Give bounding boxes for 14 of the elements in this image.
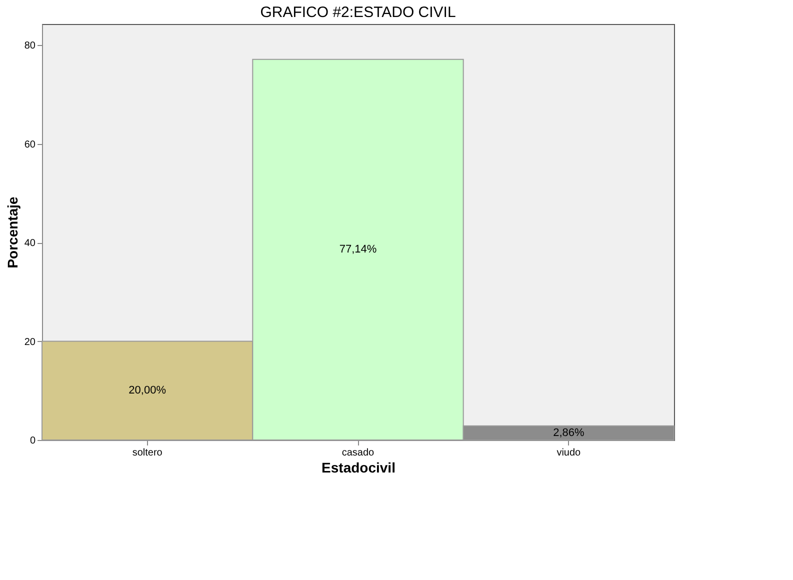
x-tick-label: casado: [342, 448, 375, 458]
x-tick-label: viudo: [556, 448, 582, 458]
x-axis-title: Estadocivil: [322, 460, 396, 476]
y-tick-label: 80: [24, 40, 36, 52]
chart-title: GRAFICO #2:ESTADO CIVIL: [260, 4, 456, 21]
data-label: 20,00%: [128, 384, 166, 397]
x-tick-label: soltero: [132, 448, 163, 458]
y-tick-label: 0: [30, 436, 36, 446]
data-label: 77,14%: [339, 244, 377, 256]
y-tick-label: 20: [24, 336, 36, 348]
data-label: 2,86%: [553, 426, 584, 439]
y-axis-title: Porcentaje: [4, 196, 20, 268]
y-tick-label: 40: [24, 238, 36, 250]
y-tick-label: 60: [24, 139, 36, 150]
